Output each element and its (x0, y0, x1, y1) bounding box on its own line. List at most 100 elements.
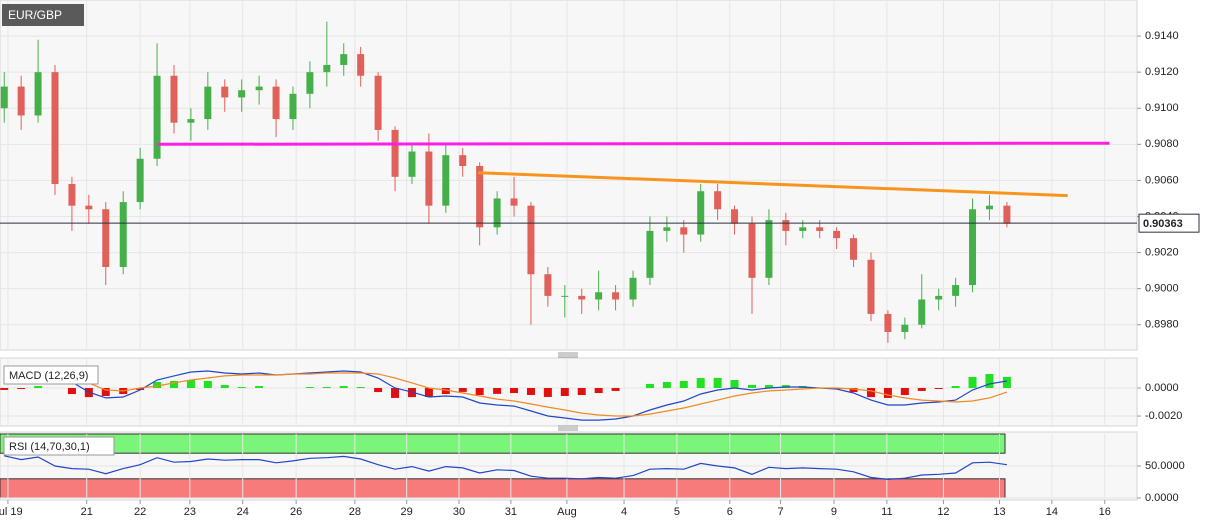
histogram-bar (951, 386, 960, 388)
x-tick-label: 16 (1099, 506, 1111, 518)
candle-body (595, 292, 603, 300)
histogram-bar (662, 381, 671, 388)
trend-line (478, 171, 1068, 198)
candle-body (867, 259, 875, 314)
candle-body (510, 198, 518, 206)
x-tick-label: 14 (1046, 506, 1058, 518)
y-tick-label: 0.9100 (1145, 102, 1179, 114)
histogram-bar (220, 385, 229, 388)
candle-body (272, 86, 280, 120)
candle-body (578, 295, 586, 300)
histogram-bar (510, 387, 519, 394)
candle-body (51, 72, 59, 185)
candle-body (459, 155, 467, 166)
panel-grip[interactable] (558, 352, 578, 431)
candle-body (985, 205, 993, 210)
histogram-bar (645, 383, 654, 388)
last-price-label: 0.90363 (1143, 218, 1183, 230)
candle-body (357, 54, 365, 76)
candle-body (323, 64, 331, 73)
panel-title: MACD (12,26,9) (9, 370, 88, 382)
x-tick-label: Jul 19 (0, 506, 23, 518)
y-tick-label: 0.9140 (1145, 30, 1179, 42)
candle-body (17, 86, 25, 116)
histogram-bar (985, 373, 994, 388)
candle-body (119, 202, 127, 268)
y-tick-label: 0.0000 (1145, 382, 1179, 394)
candle-body (901, 324, 909, 332)
panel-title: RSI (14,70,30,1) (9, 441, 90, 453)
panel-macd: 0.0000 -0.0020 MACD (12,26,9) (0, 358, 1182, 425)
histogram-bar (1002, 376, 1011, 388)
x-tick-label: 23 (184, 506, 196, 518)
candle-body (765, 220, 773, 278)
histogram-bar (169, 380, 178, 388)
panel-candlestick: 0.91400.91200.91000.90800.90600.90400.90… (0, 0, 1200, 350)
candle-body (102, 209, 110, 268)
histogram-bar (17, 387, 26, 389)
y-tick-label: 0.9020 (1145, 246, 1179, 258)
indicator-line (4, 367, 1008, 417)
histogram-bar (475, 387, 484, 396)
histogram-bar (713, 377, 722, 388)
indicator-line (4, 367, 1007, 421)
histogram-bar (356, 387, 365, 388)
histogram-bar (611, 387, 620, 391)
x-tick-label: 5 (674, 506, 680, 518)
candle-body (646, 230, 654, 278)
band (0, 433, 1006, 454)
candle-body (833, 230, 841, 239)
candle-body (425, 151, 433, 206)
chart-title: EUR/GBP (8, 8, 62, 22)
candle-body (1003, 205, 1011, 224)
y-tick-label: 0.8980 (1145, 319, 1179, 331)
candle-body (544, 274, 552, 296)
candle-body (816, 227, 824, 231)
candle-body (935, 295, 943, 300)
x-tick-label: 26 (290, 506, 302, 518)
candle-body (748, 223, 756, 278)
histogram-bar (458, 387, 467, 392)
candle-body (85, 205, 93, 210)
candle-body (697, 191, 705, 235)
candle-body (153, 75, 161, 159)
histogram-bar (34, 386, 43, 388)
histogram-bar (748, 384, 757, 388)
candle-body (799, 227, 807, 231)
histogram-bar (577, 387, 586, 396)
candle-body (629, 277, 637, 300)
histogram-bar (493, 387, 502, 394)
candle-body (663, 227, 671, 231)
title-box (3, 436, 115, 456)
candle-body (187, 119, 195, 123)
candle-body (255, 86, 263, 91)
histogram-bar (186, 380, 195, 388)
histogram-bar (696, 378, 705, 388)
histogram-bar (560, 387, 569, 396)
candle-body (731, 209, 739, 224)
histogram-bar (764, 385, 773, 388)
candle-body (850, 238, 858, 260)
y-tick-label: 0.9000 (1145, 283, 1179, 295)
x-tick-label: 12 (937, 506, 949, 518)
histogram-bar (883, 387, 892, 398)
candle-body (34, 72, 42, 116)
candle-body (204, 86, 212, 120)
candle-body (0, 86, 8, 109)
histogram-bar (391, 387, 400, 398)
y-tick-label: -0.0020 (1145, 410, 1182, 422)
x-tick-label: 28 (349, 506, 361, 518)
histogram-bar (0, 387, 9, 390)
candle-body (612, 292, 620, 300)
candle-body (408, 151, 416, 177)
candle-body (221, 86, 229, 98)
histogram-bar (934, 387, 943, 389)
title-box (3, 365, 99, 385)
candle-body (680, 227, 688, 235)
histogram-bar (543, 387, 552, 397)
y-tick-label: 0.0000 (1145, 492, 1179, 504)
histogram-bar (339, 386, 348, 388)
histogram-bar (968, 376, 977, 388)
candle-body (136, 158, 144, 203)
histogram-bar (67, 387, 76, 395)
